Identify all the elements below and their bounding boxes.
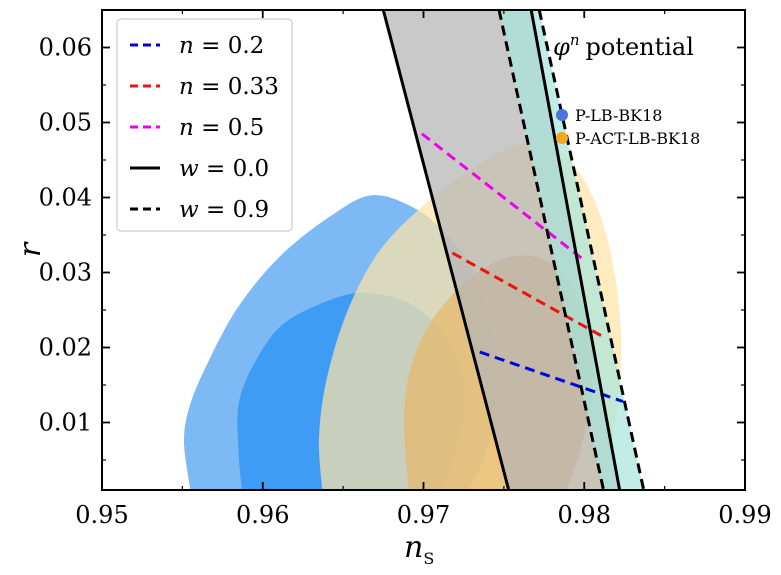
legend-label: n = 0.33 <box>179 74 279 100</box>
x-axis-label-main: n <box>404 530 423 565</box>
band-w-0-9-band <box>499 10 644 490</box>
marker-p-lb-bk18 <box>556 109 568 121</box>
x-tick-label: 0.95 <box>75 501 128 529</box>
legend-value: = 0.2 <box>194 33 264 59</box>
y-tick-label: 0.03 <box>39 259 92 287</box>
annotation-symbol: φ <box>553 33 570 61</box>
legend-value: = 0.33 <box>194 74 279 100</box>
band-w-0-0-band <box>383 10 620 490</box>
legend-var: n <box>179 33 194 59</box>
marker-legend: P-LB-BK18 P-ACT-LB-BK18 <box>556 106 700 148</box>
band-layer <box>383 10 644 490</box>
legend-value: = 0.9 <box>199 197 269 223</box>
y-axis-label: r <box>13 241 48 257</box>
label-layer: 0.95 0.96 0.97 0.98 0.99 0.01 0.02 0.03 0.04 0.05… <box>39 34 772 530</box>
legend-box <box>116 18 293 232</box>
legend-value: = 0.0 <box>199 156 269 182</box>
marker-label: P-ACT-LB-BK18 <box>575 129 700 148</box>
legend-var: n <box>179 74 194 100</box>
series-w-0-0-left <box>381 10 511 490</box>
legend-label: n = 0.5 <box>179 115 264 141</box>
marker-label: P-LB-BK18 <box>575 106 662 125</box>
legend-value: = 0.5 <box>194 115 264 141</box>
marker-p-act-lb-bk18 <box>556 132 568 144</box>
series-n-0-33 <box>451 251 605 339</box>
x-axis-label-subscript: S <box>423 549 434 568</box>
x-tick-label: 0.99 <box>718 501 771 529</box>
annotation-superscript: n <box>570 31 580 49</box>
x-tick-label: 0.97 <box>397 501 450 529</box>
y-tick-label: 0.06 <box>39 34 92 62</box>
legend-label: w = 0.9 <box>179 197 269 223</box>
x-tick-label: 0.98 <box>558 501 611 529</box>
x-tick-label: 0.96 <box>236 501 289 529</box>
series-w-0-0-right <box>529 10 622 490</box>
line-layer <box>381 10 646 490</box>
y-tick-label: 0.05 <box>39 109 92 137</box>
annotation-text: potential <box>585 33 693 61</box>
x-axis-label: nS <box>404 530 434 568</box>
y-tick-label: 0.02 <box>39 334 92 362</box>
legend: n = 0.2n = 0.33n = 0.5w = 0.0w = 0.9 <box>130 33 279 223</box>
legend-label: n = 0.2 <box>179 33 264 59</box>
legend-label: w = 0.0 <box>179 156 269 182</box>
legend-var: w <box>179 156 199 182</box>
series-n-0-5 <box>420 132 584 261</box>
y-tick-label: 0.04 <box>39 184 92 212</box>
y-tick-label: 0.01 <box>39 409 92 437</box>
potential-annotation: φn potential <box>553 31 694 61</box>
legend-var: n <box>179 115 194 141</box>
legend-var: w <box>179 197 199 223</box>
tick-layer <box>101 10 746 490</box>
series-w-0-9-left <box>497 10 606 490</box>
series-n-0-2 <box>479 350 624 403</box>
series-w-0-9-right <box>537 10 646 490</box>
